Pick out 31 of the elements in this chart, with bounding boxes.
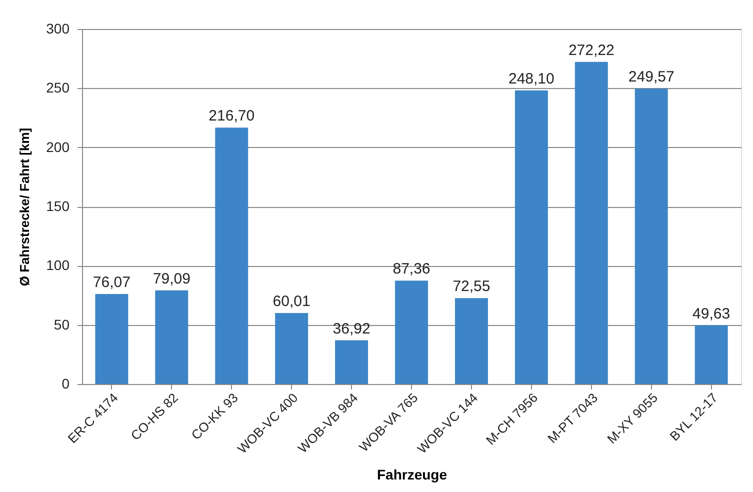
data-label: 76,07 [92,274,130,291]
bar [574,62,608,384]
bar [454,298,488,384]
y-tick-label: 100 [46,257,70,274]
bar [694,325,728,384]
data-label: 216,70 [208,108,255,125]
bar [634,88,668,384]
y-tick-label: 150 [46,198,70,214]
data-label: 49,63 [692,305,730,322]
bar [275,312,308,384]
bar [95,294,128,384]
data-label: 272,22 [568,42,614,59]
data-label: 248,10 [508,70,554,88]
bar [215,128,248,384]
y-tick-label: 50 [54,316,70,332]
data-label: 36,92 [332,320,370,338]
bar [335,340,368,384]
data-label: 72,55 [452,278,490,296]
y-tick-label: 0 [62,376,70,392]
data-label: 87,36 [392,260,430,278]
y-tick-label: 250 [46,80,70,96]
data-label: 79,09 [152,270,190,288]
y-tick-label: 300 [46,20,70,36]
y-axis-title: Ø Fahrstrecke/ Fahrt [km] [17,128,32,286]
bar [395,280,428,384]
data-label: 60,01 [272,292,310,310]
bar [155,290,188,384]
data-label: 249,57 [628,68,674,86]
x-axis-title: Fahrzeuge [376,466,448,482]
y-tick-label: 200 [46,138,70,155]
bar [514,90,548,384]
